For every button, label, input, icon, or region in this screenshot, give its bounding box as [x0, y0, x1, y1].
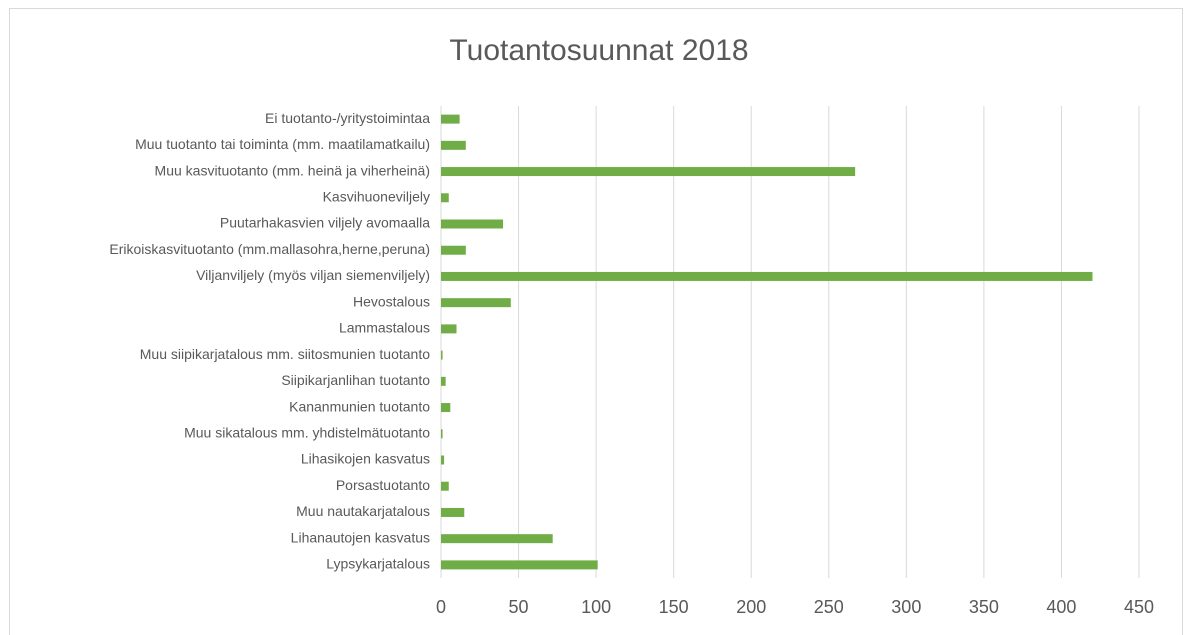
- x-tick-label: 250: [814, 597, 844, 617]
- y-tick-label: Muu sikatalous mm. yhdistelmätuotanto: [184, 424, 430, 440]
- bar: [441, 403, 451, 413]
- y-tick-label: Viljanviljely (myös viljan siemenviljely…: [196, 267, 430, 283]
- bar: [441, 429, 443, 439]
- x-tick-label: 200: [736, 597, 766, 617]
- bar: [441, 219, 504, 229]
- y-tick-label: Kasvihuoneviljely: [323, 188, 430, 204]
- bar: [441, 298, 511, 308]
- x-tick-label: 0: [436, 597, 446, 617]
- bar: [441, 193, 449, 203]
- x-tick-label: 450: [1124, 597, 1154, 617]
- y-tick-label: Lihanautojen kasvatus: [291, 529, 430, 545]
- bar: [441, 167, 856, 177]
- bar: [441, 534, 553, 544]
- bar: [441, 140, 466, 150]
- y-tick-label: Muu kasvituotanto (mm. heinä ja viherhei…: [155, 162, 430, 178]
- bar: [441, 245, 466, 255]
- bar: [441, 114, 460, 124]
- y-tick-label: Puutarhakasvien viljely avomaalla: [220, 215, 430, 231]
- y-tick-label: Lypsykarjatalous: [326, 556, 430, 572]
- y-tick-label: Porsastuotanto: [336, 477, 430, 493]
- bar: [441, 507, 465, 517]
- x-tick-label: 300: [891, 597, 921, 617]
- y-tick-label: Muu nautakarjatalous: [296, 503, 430, 519]
- y-tick-label: Lihasikojen kasvatus: [301, 451, 430, 467]
- y-tick-label: Kananmunien tuotanto: [289, 398, 430, 414]
- y-tick-label: Hevostalous: [353, 293, 430, 309]
- x-tick-label: 150: [659, 597, 689, 617]
- chart-title: Tuotantosuunnat 2018: [449, 34, 748, 67]
- x-tick-label: 100: [581, 597, 611, 617]
- y-tick-label: Muu siipikarjatalous mm. siitosmunien tu…: [140, 346, 430, 362]
- bar: [441, 481, 449, 491]
- bar: [441, 560, 598, 570]
- bar: [441, 455, 445, 465]
- x-tick-label: 50: [509, 597, 529, 617]
- y-tick-label: Muu tuotanto tai toiminta (mm. maatilama…: [135, 136, 430, 152]
- x-tick-label: 350: [969, 597, 999, 617]
- y-tick-label: Ei tuotanto-/yritystoimintaa: [265, 110, 430, 126]
- bar: [441, 376, 446, 386]
- y-tick-label: Lammastalous: [339, 320, 430, 336]
- bar: [441, 271, 1093, 281]
- bar: [441, 324, 457, 334]
- bar: [441, 350, 443, 360]
- y-tick-label: Erikoiskasvituotanto (mm.mallasohra,hern…: [109, 241, 430, 257]
- x-tick-label: 400: [1046, 597, 1076, 617]
- y-tick-label: Siipikarjanlihan tuotanto: [281, 372, 430, 388]
